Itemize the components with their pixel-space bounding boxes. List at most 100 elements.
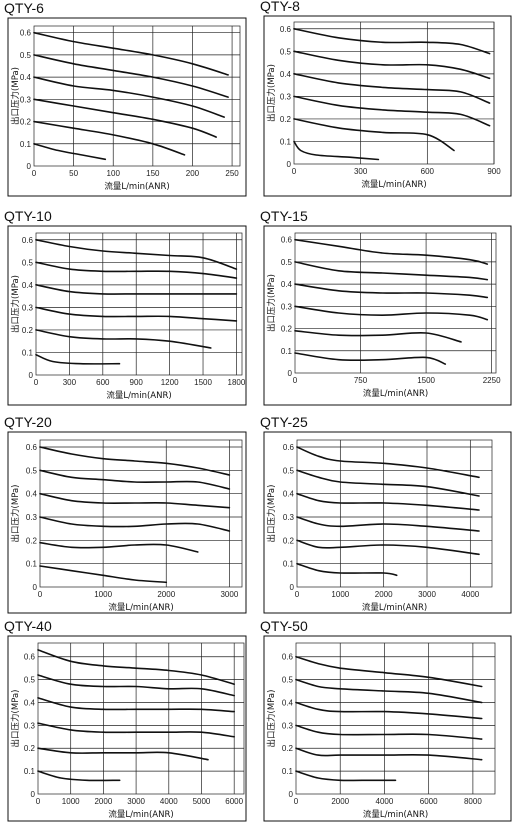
x-tick-label: 1000 [331,590,349,599]
y-tick-label: 0.1 [282,767,294,776]
series-line-5 [37,747,209,761]
y-axis-label: 出口压力(MPa) [266,690,277,748]
y-tick-label: 0.2 [26,536,38,545]
x-tick-label: 150 [146,169,160,178]
x-tick-label: 0 [34,378,39,387]
y-tick-label: 0.5 [281,258,293,267]
chart-title: QTY-6 [4,0,44,16]
x-tick-label: 600 [421,167,435,176]
series-line-6 [33,143,107,161]
series-line-2 [296,469,480,497]
x-tick-label: 600 [96,378,110,387]
x-tick-label: 1800 [228,378,246,387]
y-axis-label: 出口压力(MPa) [10,67,21,125]
series-line-5 [293,118,455,152]
series-line-2 [33,54,229,98]
chart-panel-8: QTY-50 0 2000 4000 6000 8000 0 0.1 0.2 0.3 0.4 0.5 0… [260,618,512,822]
x-tick-label: 0 [292,167,297,176]
chart-panel-6: QTY-25 0 1000 2000 3000 4000 0 0.1 0.2 0.3 0.4 0.5 0… [260,414,512,614]
x-tick-label: 3000 [220,590,238,599]
x-tick-label: 1000 [62,797,80,806]
y-tick-label: 0.3 [20,95,32,104]
y-tick-label: 0.3 [22,303,34,312]
y-tick-label: 0.6 [281,236,293,245]
x-tick-label: 0 [295,590,300,599]
x-tick-label: 1500 [194,378,212,387]
x-tick-label: 3000 [418,590,436,599]
y-tick-label: 0.4 [20,73,32,82]
plot-area [294,232,497,374]
y-tick-label: 0 [29,371,34,380]
x-tick-label: 300 [63,378,77,387]
x-tick-label: 2000 [94,797,112,806]
panel-border [7,431,247,614]
y-tick-label: 0.2 [283,536,295,545]
plot-area [295,642,496,795]
x-tick-label: 8000 [464,797,482,806]
y-axis-label: 出口压力(MPa) [10,690,21,748]
y-tick-label: 0.4 [282,698,294,707]
y-tick-label: 0.4 [280,70,292,79]
y-tick-label: 0 [288,369,293,378]
x-tick-label: 0 [293,376,298,385]
y-tick-label: 0.5 [20,51,32,60]
series-line-5 [39,541,199,553]
plot-area [296,439,493,588]
series-line-6 [35,353,121,365]
y-axis-label: 出口压力(MPa) [266,64,277,122]
series-line-3 [33,76,225,118]
chart-panel-2: QTY-8 0 300 600 900 0 0.1 0.2 0.3 0.4 0.5 0.6 流量L/mi… [260,0,512,197]
x-tick-label: 0 [36,797,41,806]
chart-title: QTY-25 [260,414,308,430]
y-tick-label: 0.1 [24,767,36,776]
series-line-3 [37,697,235,713]
x-tick-label: 6000 [420,797,438,806]
y-tick-label: 0.5 [282,676,294,685]
y-tick-label: 0.6 [26,443,38,452]
y-tick-label: 0.3 [26,513,38,522]
x-tick-label: 1200 [161,378,179,387]
series-line-4 [293,95,491,127]
x-tick-label: 50 [69,169,78,178]
series-line-5 [33,120,186,156]
chart-title: QTY-15 [260,208,308,224]
y-axis-label: 出口压力(MPa) [10,275,21,333]
y-tick-label: 0.1 [283,560,295,569]
y-tick-label: 0.3 [282,721,294,730]
x-tick-label: 1500 [417,376,435,385]
chart-title: QTY-20 [4,414,52,430]
series-line-6 [39,565,168,584]
x-tick-label: 4000 [376,797,394,806]
x-tick-label: 300 [354,167,368,176]
series-line-4 [295,724,483,740]
y-tick-label: 0.5 [22,258,34,267]
series-line-1 [296,446,480,479]
y-tick-label: 0 [289,790,294,799]
y-tick-label: 0.4 [22,281,34,290]
y-tick-label: 0.6 [22,236,34,245]
x-tick-label: 0 [294,797,299,806]
series-line-2 [37,674,235,697]
chart-panel-1: QTY-6 0 50 100 150 200 250 0 0.1 0.2 0.3 0.4 0.5 0.6 流… [4,0,247,197]
x-axis-label: 流量L/min(ANR) [104,181,169,192]
series-line-6 [293,140,380,161]
x-tick-label: 6000 [225,797,243,806]
chart-title: QTY-50 [260,618,308,634]
series-line-6 [295,770,397,782]
x-tick-label: 4000 [461,590,479,599]
x-axis-label: 流量L/min(ANR) [106,390,171,401]
series-line-2 [293,50,491,80]
series-line-3 [35,284,238,295]
series-line-5 [295,747,483,761]
chart-title: QTY-8 [260,0,300,14]
series-line-5 [296,539,480,556]
y-tick-label: 0 [33,583,38,592]
y-tick-label: 0.4 [26,490,38,499]
y-tick-label: 0.2 [20,118,32,127]
y-tick-label: 0 [31,790,36,799]
panel-border [263,431,512,614]
y-tick-label: 0 [27,162,32,171]
series-line-5 [35,329,212,349]
series-line-2 [295,678,483,704]
